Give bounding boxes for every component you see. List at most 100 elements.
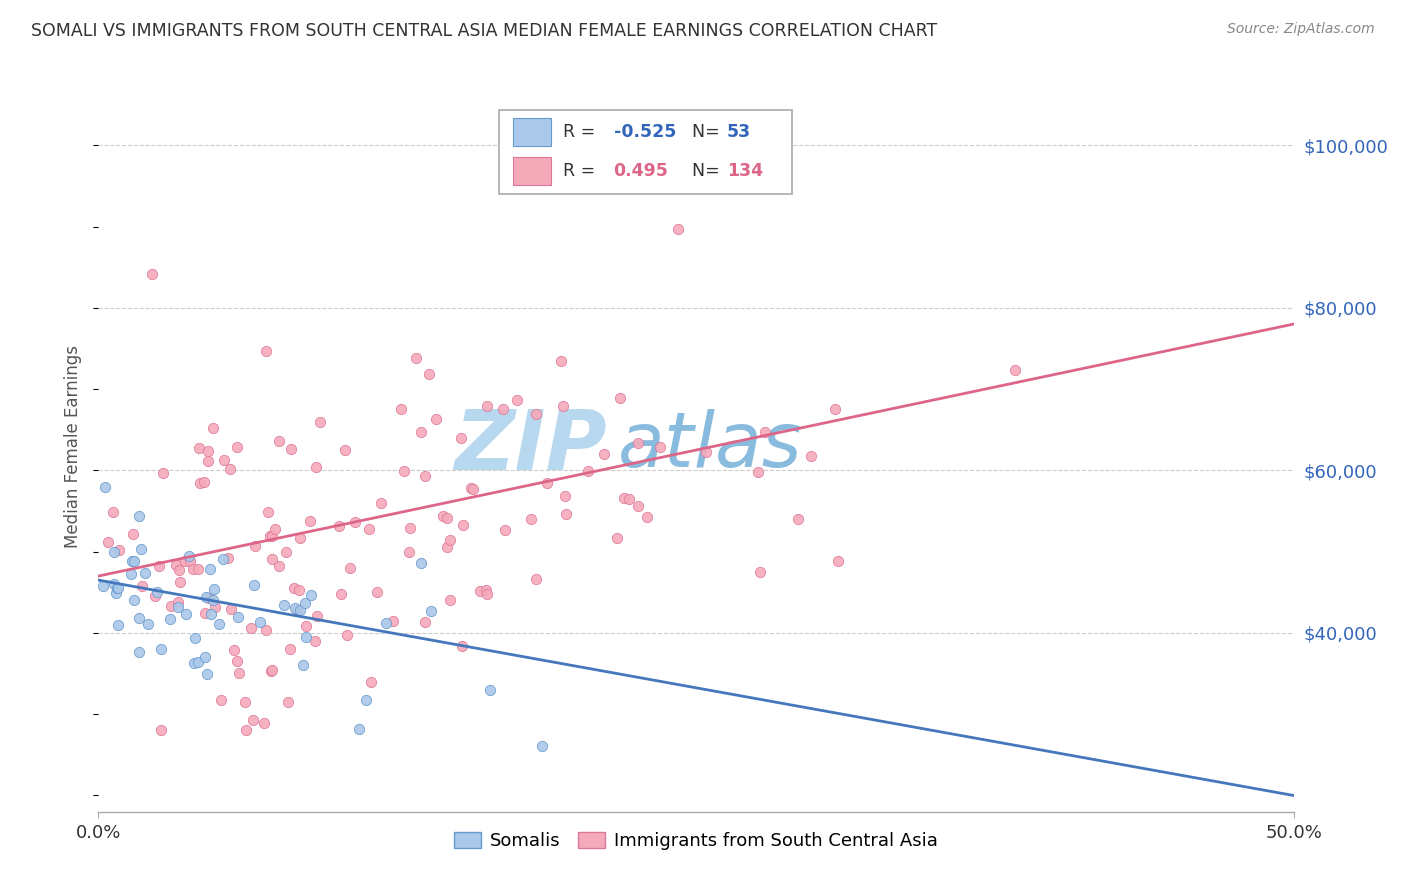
Point	[398, 521, 420, 535]
Point	[167, 563, 190, 577]
Text: 53: 53	[727, 123, 751, 141]
Point	[475, 583, 498, 598]
Point	[253, 715, 276, 730]
Point	[165, 558, 187, 572]
Point	[183, 561, 205, 575]
Point	[107, 618, 129, 632]
Point	[262, 663, 284, 677]
Point	[239, 621, 262, 635]
Point	[576, 464, 599, 478]
Point	[103, 545, 125, 559]
Point	[198, 591, 221, 605]
Point	[260, 665, 283, 679]
Point	[524, 572, 547, 586]
Point	[359, 522, 381, 536]
Point	[249, 615, 271, 629]
Point	[366, 585, 388, 599]
Point	[439, 592, 461, 607]
Point	[97, 535, 120, 549]
Point	[277, 695, 299, 709]
Point	[128, 611, 150, 625]
Text: SOMALI VS IMMIGRANTS FROM SOUTH CENTRAL ASIA MEDIAN FEMALE EARNINGS CORRELATION : SOMALI VS IMMIGRANTS FROM SOUTH CENTRAL …	[31, 22, 938, 40]
Point	[375, 615, 398, 630]
Point	[392, 464, 415, 478]
Point	[183, 656, 205, 670]
Point	[308, 415, 330, 429]
Point	[463, 482, 485, 496]
Point	[187, 655, 209, 669]
Point	[242, 713, 264, 727]
Point	[305, 460, 328, 475]
Point	[627, 500, 650, 514]
Point	[280, 442, 302, 457]
Point	[330, 586, 353, 600]
Point	[453, 517, 475, 532]
Point	[94, 480, 117, 494]
Point	[307, 608, 329, 623]
Point	[136, 617, 159, 632]
Point	[169, 575, 191, 590]
Point	[187, 562, 209, 576]
Point	[278, 642, 301, 657]
Text: R =: R =	[564, 123, 600, 141]
Point	[292, 658, 315, 673]
Point	[124, 592, 146, 607]
Point	[204, 599, 226, 614]
Point	[120, 567, 142, 582]
Point	[413, 615, 436, 630]
Point	[336, 628, 359, 642]
Point	[636, 509, 658, 524]
Point	[554, 489, 576, 503]
Point	[134, 566, 156, 580]
Point	[166, 595, 188, 609]
Point	[197, 443, 219, 458]
Point	[128, 644, 150, 658]
Point	[212, 453, 235, 467]
Text: N=: N=	[692, 162, 725, 180]
Point	[143, 590, 166, 604]
Point	[536, 475, 558, 490]
Point	[824, 401, 846, 416]
Point	[179, 554, 201, 568]
Point	[259, 529, 281, 543]
Point	[107, 582, 129, 596]
Legend: Somalis, Immigrants from South Central Asia: Somalis, Immigrants from South Central A…	[446, 825, 946, 857]
Point	[202, 582, 225, 597]
Point	[104, 586, 127, 600]
Point	[450, 640, 472, 654]
Text: ZIP: ZIP	[454, 406, 606, 486]
Point	[478, 683, 501, 698]
Point	[212, 552, 235, 566]
Text: 0.495: 0.495	[613, 162, 668, 180]
Point	[243, 578, 266, 592]
Point	[405, 351, 427, 365]
Point	[343, 515, 366, 529]
Point	[150, 642, 173, 657]
Point	[195, 590, 218, 604]
Point	[391, 402, 413, 417]
Point	[128, 509, 150, 524]
Point	[617, 491, 640, 506]
Point	[208, 617, 231, 632]
Point	[201, 593, 224, 607]
Point	[198, 562, 221, 576]
Point	[260, 528, 283, 542]
Point	[436, 510, 458, 524]
Point	[91, 579, 114, 593]
Point	[129, 541, 152, 556]
Point	[150, 723, 173, 738]
Point	[105, 581, 128, 595]
Point	[103, 576, 125, 591]
Text: 134: 134	[727, 162, 763, 180]
Point	[177, 549, 200, 563]
Point	[233, 695, 256, 709]
Point	[290, 603, 312, 617]
Text: R =: R =	[564, 162, 606, 180]
Point	[360, 674, 382, 689]
Point	[184, 632, 207, 646]
Point	[294, 630, 316, 644]
Point	[269, 559, 291, 574]
Point	[194, 650, 217, 665]
Point	[551, 399, 574, 413]
Point	[370, 496, 392, 510]
